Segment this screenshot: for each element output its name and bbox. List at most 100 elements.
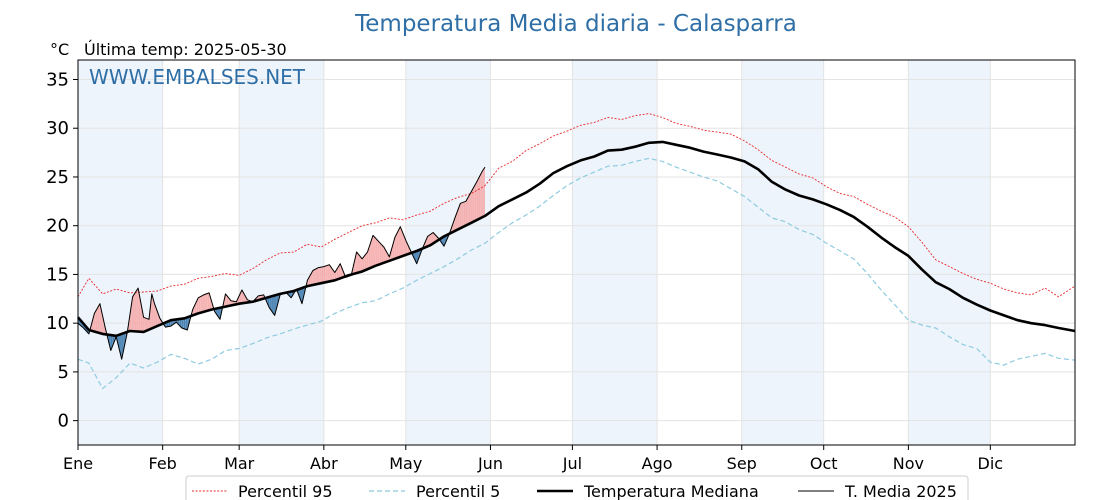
fill-above-median — [392, 242, 394, 260]
legend-label-2025: T. Media 2025 — [844, 482, 957, 500]
fill-above-median — [363, 256, 365, 271]
fill-above-median — [355, 254, 356, 274]
x-tick-label: Ago — [642, 454, 673, 473]
fill-above-median — [101, 312, 103, 334]
fill-above-median — [99, 303, 100, 334]
fill-above-median — [397, 230, 399, 258]
fill-above-median — [198, 297, 199, 314]
fill-above-median — [484, 167, 485, 217]
fill-above-median — [143, 317, 145, 332]
fill-below-median — [290, 291, 292, 298]
x-tick-label: Dic — [978, 454, 1004, 473]
fill-above-median — [243, 293, 245, 303]
fill-below-median — [179, 318, 180, 326]
fill-above-median — [202, 294, 204, 313]
fill-above-median — [329, 265, 331, 282]
fill-above-median — [373, 236, 375, 267]
fill-above-median — [155, 305, 156, 327]
fill-above-median — [205, 293, 207, 312]
x-tick-label: Jun — [477, 454, 503, 473]
fill-above-median — [434, 233, 436, 243]
fill-above-median — [134, 292, 136, 332]
fill-above-median — [321, 266, 323, 284]
fill-below-median — [171, 320, 173, 326]
fill-above-median — [465, 201, 466, 226]
fill-above-median — [473, 186, 475, 222]
fill-above-median — [460, 203, 462, 229]
fill-above-median — [308, 277, 309, 286]
fill-above-median — [407, 243, 408, 255]
fill-below-median — [120, 334, 122, 357]
fill-above-median — [431, 233, 433, 245]
fill-above-median — [131, 301, 132, 332]
fill-above-median — [428, 234, 430, 246]
fill-above-median — [206, 293, 208, 312]
fill-above-median — [199, 296, 201, 314]
fill-above-median — [146, 318, 147, 331]
fill-above-median — [323, 266, 325, 283]
fill-below-median — [269, 296, 271, 310]
fill-above-median — [196, 300, 197, 315]
x-axis: Ene Feb Mar Abr May Jun Jul Ago Sep Oct Nov Dic — [63, 445, 1003, 473]
fill-above-median — [385, 250, 387, 263]
fill-above-median — [337, 266, 339, 280]
fill-above-median — [368, 245, 370, 269]
fill-above-median — [100, 306, 102, 334]
plot-area-frame — [77, 59, 1076, 446]
fill-above-median — [370, 241, 371, 268]
fill-above-median — [454, 216, 456, 231]
fill-above-median — [457, 208, 459, 230]
fill-above-median — [464, 201, 466, 227]
fill-above-median — [243, 292, 244, 304]
fill-above-median — [405, 238, 406, 256]
fill-above-median — [482, 170, 483, 218]
fill-above-median — [360, 257, 362, 272]
fill-above-median — [463, 201, 465, 227]
fill-above-median — [336, 268, 338, 280]
fill-below-median — [271, 296, 273, 313]
fill-above-median — [468, 195, 470, 225]
fill-above-median — [207, 293, 208, 311]
fill-above-median — [154, 303, 156, 328]
fill-above-median — [311, 271, 313, 286]
fill-above-median — [195, 302, 197, 315]
fill-above-median — [207, 293, 209, 311]
fill-above-median — [157, 312, 159, 326]
fill-above-median — [94, 312, 96, 332]
y-axis: 0 5 10 15 20 25 30 35 — [46, 69, 78, 432]
fill-above-median — [312, 270, 314, 285]
y-tick-label: 25 — [46, 167, 69, 188]
fill-above-median — [461, 202, 462, 228]
fill-above-median — [151, 293, 153, 329]
fill-above-median — [209, 292, 210, 311]
fill-above-median — [403, 233, 404, 256]
x-tick-label: Feb — [149, 454, 177, 473]
fill-below-median — [218, 307, 220, 319]
fill-above-median — [96, 308, 98, 333]
fill-above-median — [430, 233, 432, 246]
fill-above-median — [472, 187, 474, 223]
fill-above-median — [226, 295, 228, 307]
y-axis-unit: °C — [50, 40, 69, 59]
fill-above-median — [466, 198, 468, 226]
fill-above-median — [229, 299, 231, 306]
fill-below-median — [181, 318, 182, 329]
fill-above-median — [478, 176, 480, 220]
fill-above-median — [336, 269, 337, 280]
fill-above-median — [228, 297, 229, 307]
fill-above-median — [453, 219, 455, 232]
fill-below-median — [272, 295, 274, 314]
fill-above-median — [147, 318, 149, 331]
series-t-media-2025 — [77, 166, 486, 360]
fill-above-median — [356, 252, 358, 274]
fill-above-median — [153, 301, 155, 328]
fill-above-median — [380, 243, 382, 264]
fill-above-median — [155, 307, 157, 327]
fill-below-median — [274, 295, 276, 316]
fill-above-median — [361, 257, 363, 272]
fill-above-median — [480, 173, 481, 219]
fill-above-median — [462, 202, 464, 228]
fill-above-median — [339, 263, 341, 279]
fill-above-median — [197, 297, 199, 314]
fill-above-median — [144, 317, 145, 332]
